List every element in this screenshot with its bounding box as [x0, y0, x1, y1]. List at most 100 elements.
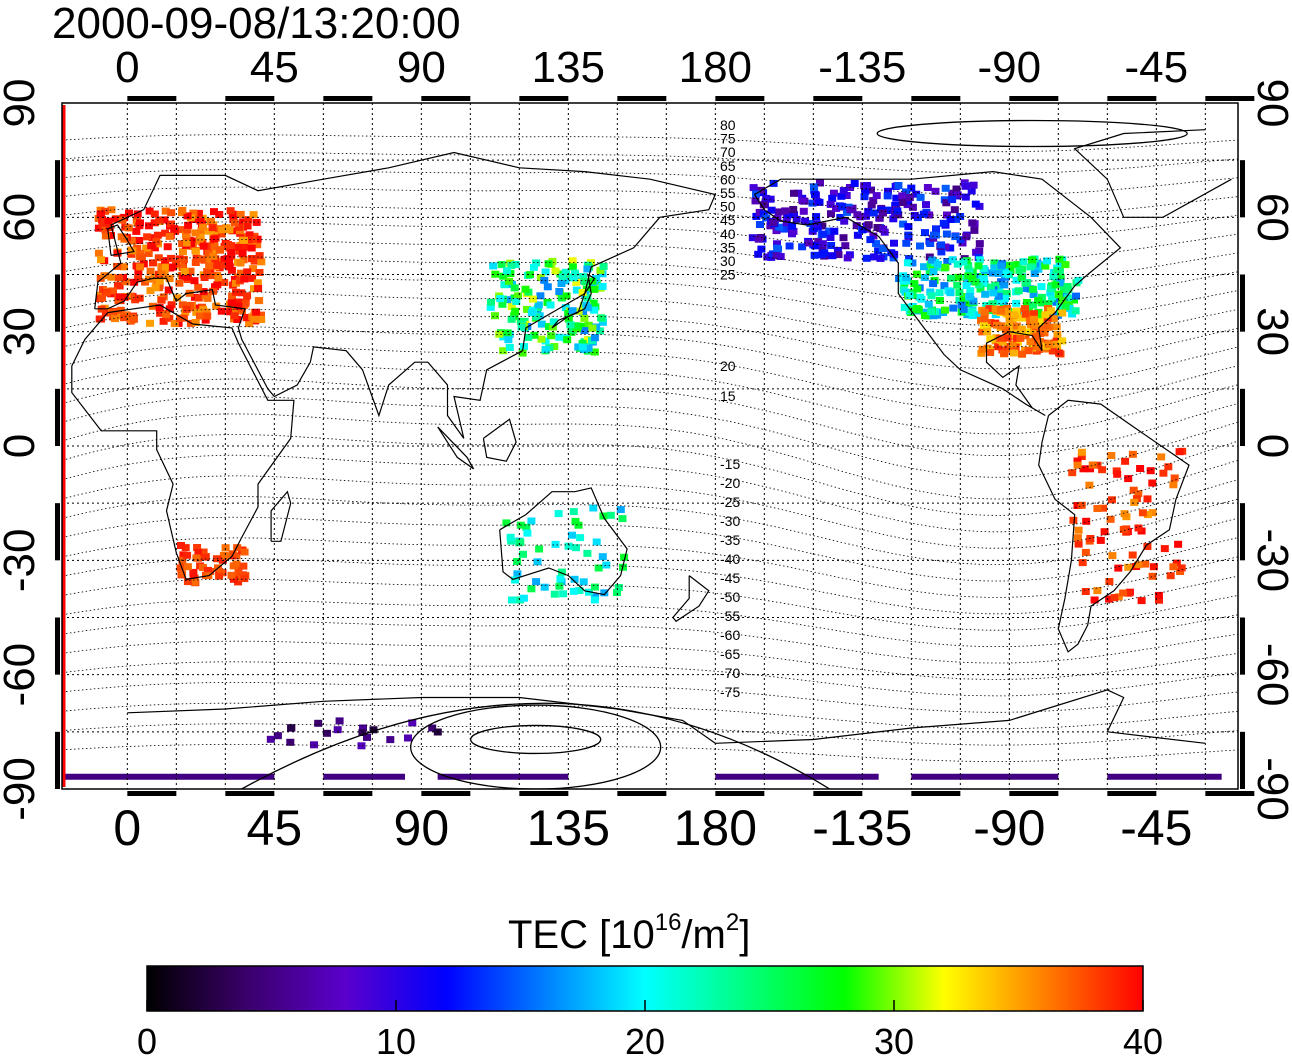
tec-cell [568, 531, 576, 539]
tec-cell [1113, 470, 1122, 478]
tec-cell [850, 180, 859, 187]
right-tick-bar [1240, 617, 1245, 675]
tec-cell [157, 269, 166, 277]
tec-cell [167, 301, 176, 309]
tec-cell [323, 729, 331, 737]
tec-cell [997, 262, 1006, 270]
tec-cell [911, 773, 1059, 780]
tec-cell [100, 272, 109, 280]
contour-label-south: -75 [720, 684, 740, 700]
tec-cell [223, 255, 232, 263]
tec-cell [120, 263, 128, 271]
tec-cell [1002, 270, 1011, 278]
contour-line [62, 239, 1238, 283]
tec-cell [1088, 461, 1097, 469]
left-tick-bar [55, 388, 60, 446]
tec-cell [234, 567, 243, 574]
tec-cell [579, 273, 588, 281]
tec-cell [769, 219, 778, 226]
tec-cell [1146, 467, 1155, 475]
colorbar-tick-label: 20 [625, 1021, 665, 1057]
tec-cell [941, 263, 950, 271]
tec-cell [1119, 526, 1128, 533]
tec-cell [575, 587, 584, 594]
right-lat-label: -90 [1248, 757, 1292, 821]
tec-cell [899, 220, 908, 228]
tec-cell [218, 226, 227, 234]
tec-cell [776, 253, 785, 260]
tec-cell [715, 773, 879, 780]
tec-cell [234, 302, 243, 310]
tec-cell [1029, 301, 1038, 309]
tec-cell [535, 545, 544, 553]
tec-cell [230, 312, 239, 320]
tec-cell [226, 207, 235, 215]
tec-cell [1024, 347, 1033, 355]
tec-cell [955, 296, 964, 304]
tec-cell [148, 234, 157, 242]
coastline [1038, 399, 1190, 653]
left-lat-label: 60 [0, 193, 44, 242]
colorbar-tick-label: 30 [874, 1021, 914, 1057]
contour-label-south: -25 [720, 494, 740, 510]
tec-cell [132, 227, 141, 235]
tec-cell [192, 554, 201, 562]
tec-cell [596, 266, 605, 274]
tec-cell [1164, 463, 1173, 471]
tec-cell [772, 252, 781, 260]
tec-cell [240, 236, 248, 244]
tec-cell [901, 288, 910, 296]
contour-label-north: 30 [720, 253, 736, 269]
tec-cell [784, 211, 793, 218]
tec-cell [812, 220, 821, 228]
tec-cell [834, 251, 843, 259]
tec-cell [217, 230, 226, 238]
tec-cell [196, 217, 205, 225]
tec-cell [222, 552, 230, 560]
tec-cell [818, 222, 827, 230]
tec-cell [962, 233, 971, 241]
tec-cell [964, 262, 973, 270]
tec-cell [1175, 448, 1184, 456]
tec-cell [584, 344, 593, 352]
top-tick-bar [323, 96, 373, 101]
tec-cell [926, 240, 935, 247]
tec-cell [810, 191, 819, 198]
tec-cell [579, 309, 588, 316]
tec-cell [210, 235, 219, 243]
contour-label-south: -70 [720, 665, 740, 681]
tec-cell [532, 313, 541, 321]
contour-label-south: -55 [720, 608, 740, 624]
tec-cell [806, 220, 815, 227]
tec-cell [114, 282, 122, 290]
tec-cell [162, 263, 170, 271]
tec-cell [115, 293, 124, 301]
tec-cell [210, 229, 219, 237]
top-tick-bar [1205, 96, 1255, 101]
tec-cell [561, 268, 570, 276]
tec-cell [996, 297, 1005, 305]
tec-cell [197, 255, 206, 263]
tec-cell [1016, 334, 1025, 342]
tec-cell [121, 278, 130, 286]
tec-cell [571, 517, 580, 525]
tec-cell [895, 275, 904, 282]
tec-cell [144, 222, 153, 230]
tec-cell [1013, 261, 1022, 269]
tec-cell [1030, 270, 1039, 277]
tec-cell [922, 201, 930, 209]
coastline [94, 151, 717, 439]
tec-cell [588, 324, 597, 332]
tec-cell [127, 237, 136, 245]
tec-cell [959, 258, 968, 266]
tec-cell [160, 216, 169, 224]
tec-cell [1169, 481, 1178, 489]
tec-cell [236, 269, 245, 277]
tec-cell [1041, 321, 1050, 329]
tec-cell [205, 262, 214, 270]
tec-cell [919, 210, 928, 218]
right-lat-label: 90 [1248, 79, 1292, 128]
tec-cell [555, 582, 564, 590]
tec-cell [1021, 305, 1029, 313]
tec-cell [255, 297, 264, 305]
